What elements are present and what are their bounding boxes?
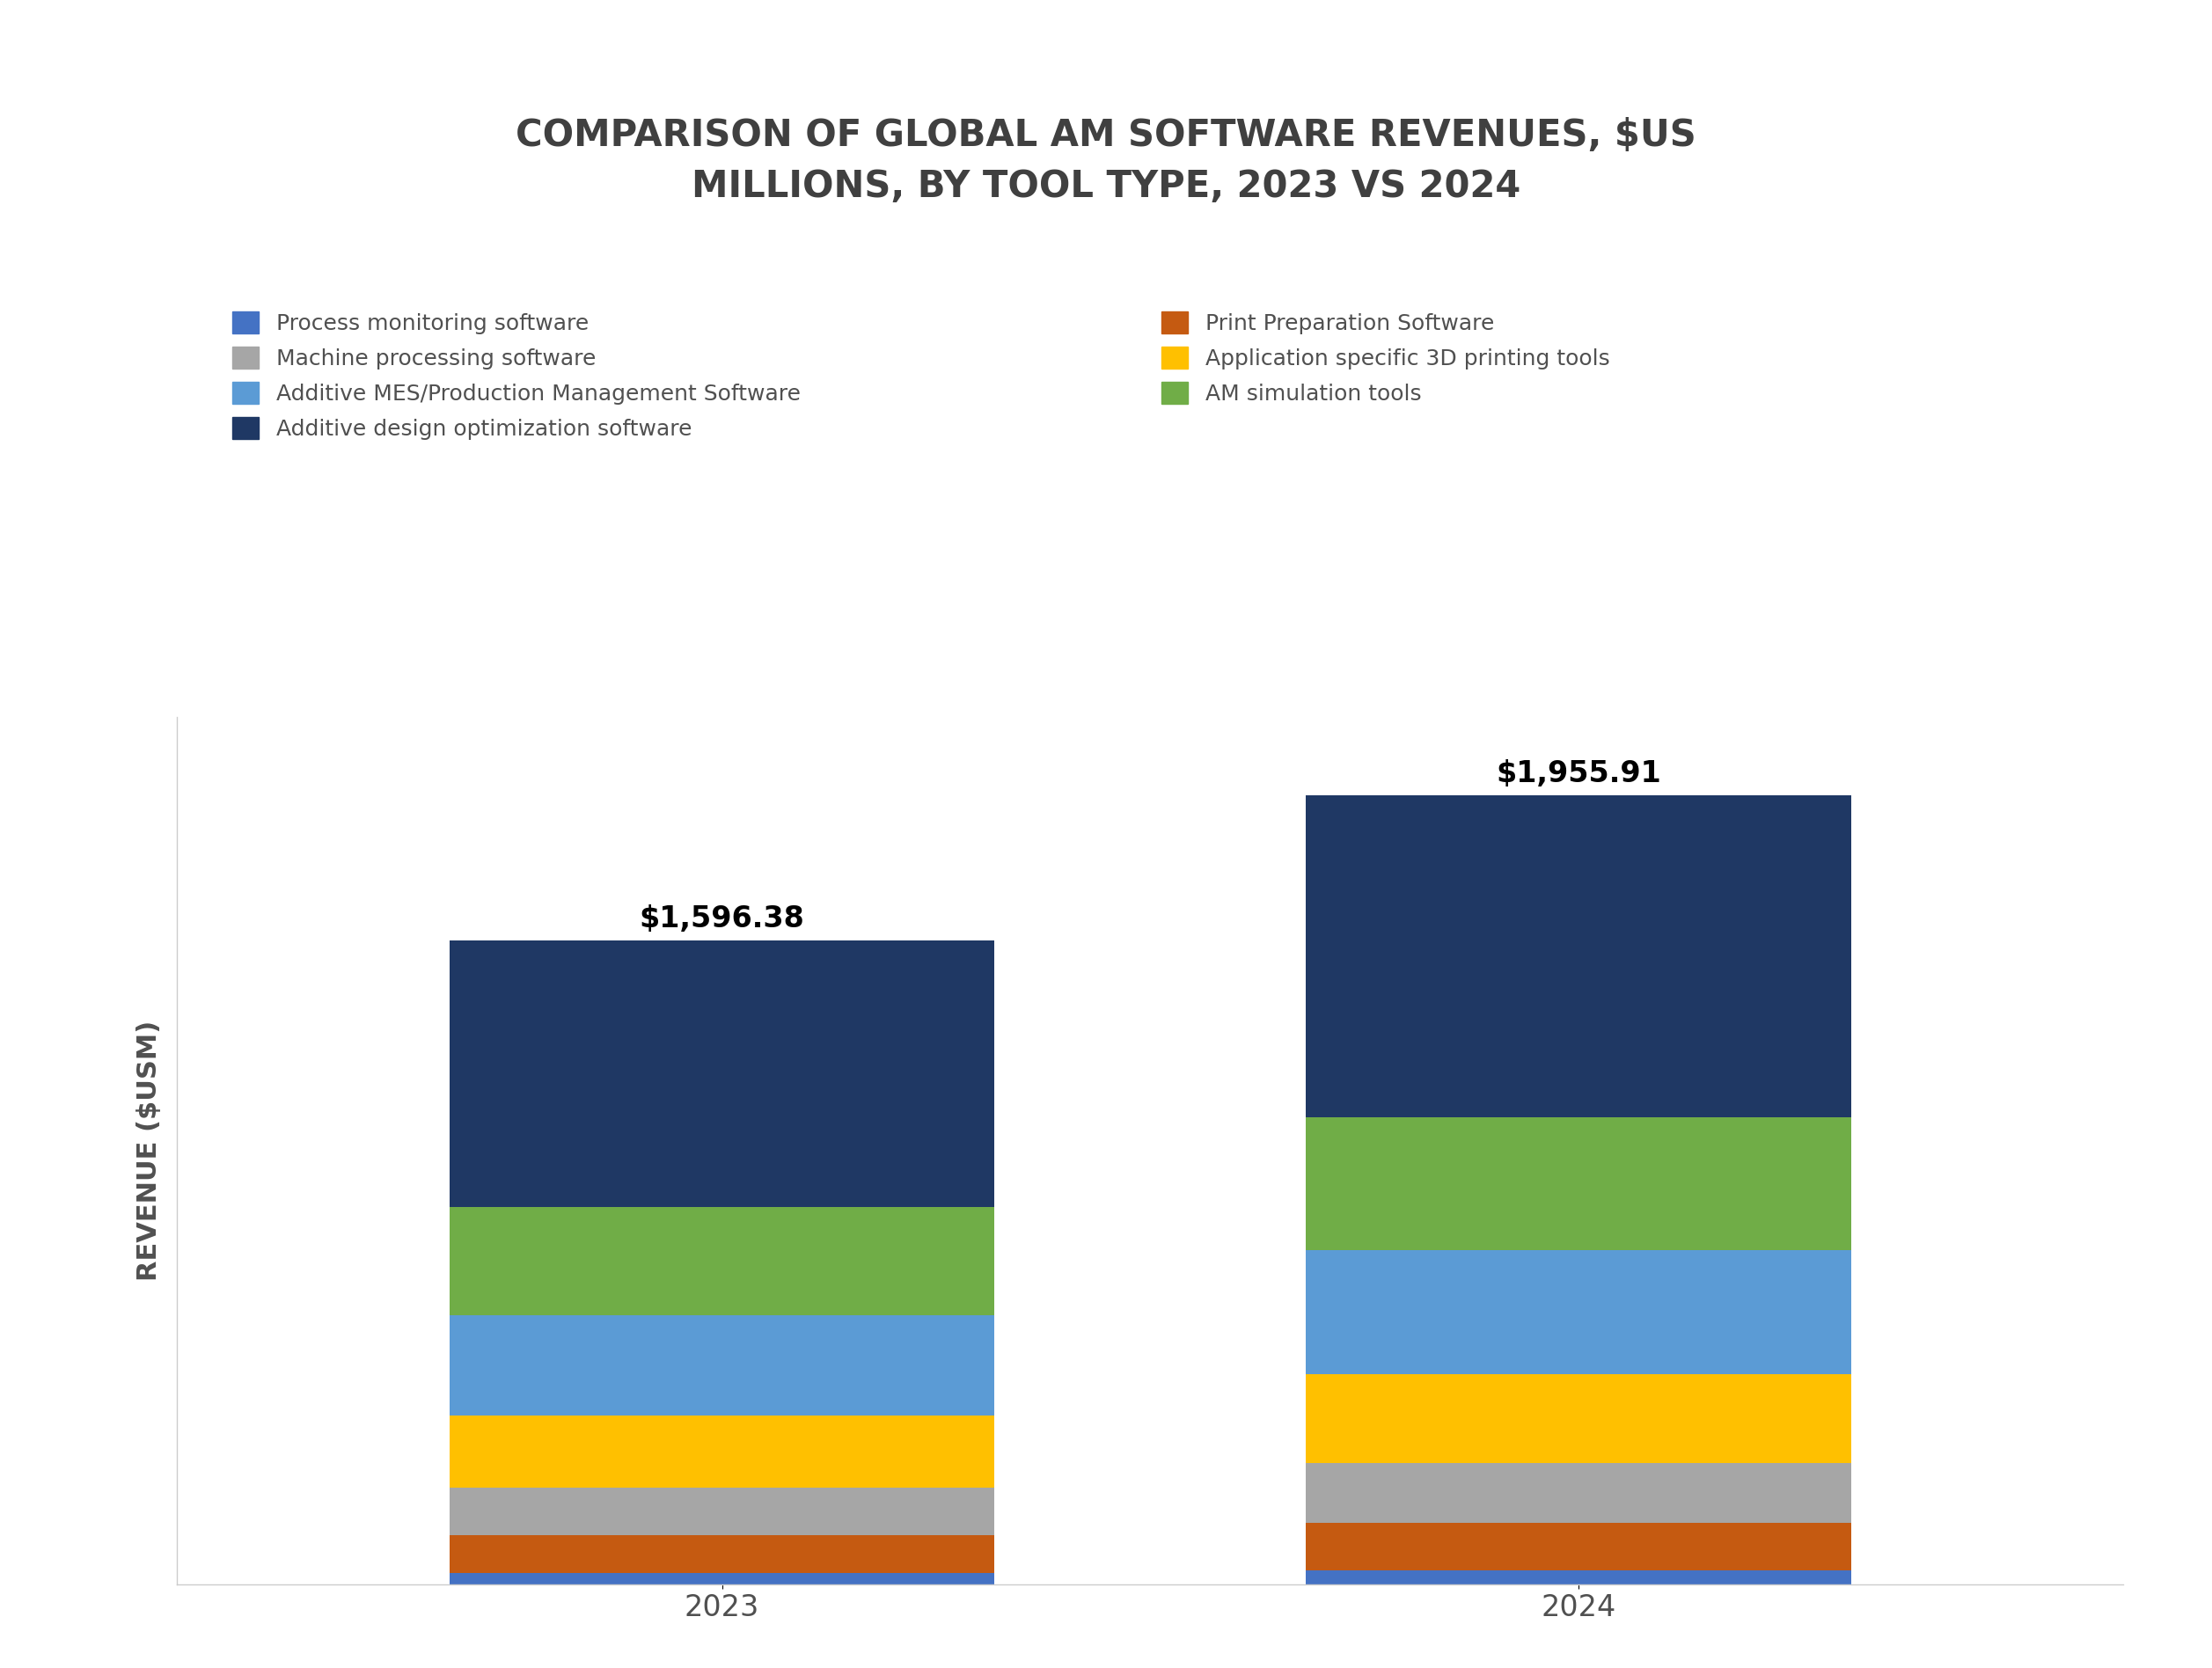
Legend: Print Preparation Software, Application specific 3D printing tools, AM simulatio: Print Preparation Software, Application … — [1161, 312, 1610, 405]
Bar — [449, 1573, 995, 1585]
Bar — [449, 1316, 995, 1416]
Bar — [449, 941, 995, 1208]
Bar — [1305, 1118, 1851, 1249]
Text: $1,955.91: $1,955.91 — [1495, 759, 1661, 789]
Bar — [449, 1208, 995, 1316]
Bar — [1305, 796, 1851, 1118]
Text: COMPARISON OF GLOBAL AM SOFTWARE REVENUES, $US
MILLIONS, BY TOOL TYPE, 2023 VS 2: COMPARISON OF GLOBAL AM SOFTWARE REVENUE… — [515, 117, 1697, 205]
Text: $1,596.38: $1,596.38 — [639, 904, 805, 934]
Bar — [449, 1416, 995, 1488]
Bar — [1305, 1374, 1851, 1463]
Bar — [1305, 1249, 1851, 1374]
Legend: Process monitoring software, Machine processing software, Additive MES/Productio: Process monitoring software, Machine pro… — [232, 312, 801, 440]
Bar — [449, 1488, 995, 1535]
Y-axis label: REVENUE ($USM): REVENUE ($USM) — [137, 1021, 161, 1281]
Bar — [449, 1535, 995, 1573]
Bar — [1305, 1571, 1851, 1585]
Bar — [1305, 1463, 1851, 1523]
Bar — [1305, 1523, 1851, 1571]
